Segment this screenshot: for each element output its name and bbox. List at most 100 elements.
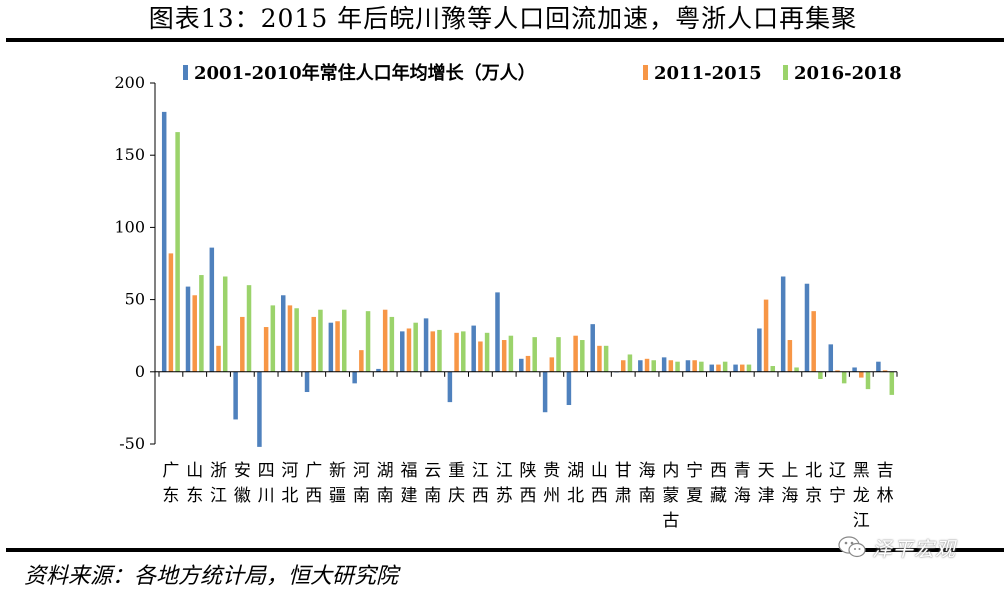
bar-s3-湖北 — [580, 340, 585, 372]
category-label: 云南 — [424, 461, 441, 506]
bar-s1-北京 — [804, 283, 810, 372]
category-label: 甘肃 — [615, 461, 632, 506]
bar-s1-新疆 — [328, 322, 334, 372]
bar-s2-河南 — [359, 350, 364, 372]
bar-s2-云南 — [430, 331, 436, 372]
watermark-text: 泽平宏观 — [872, 537, 956, 561]
bar-s3-陕西 — [532, 337, 537, 372]
bar-s3-贵州 — [556, 337, 561, 372]
bar-s2-内蒙古 — [668, 360, 674, 372]
bar-s2-陕西 — [525, 355, 531, 372]
bar-s3-江西 — [484, 332, 490, 372]
category-label: 吉林 — [877, 461, 894, 506]
bar-s2-吉林 — [882, 370, 888, 372]
bar-s2-上海 — [787, 340, 793, 372]
wechat-icon — [838, 536, 866, 558]
bar-s3-山东 — [199, 275, 204, 372]
bar-s2-江苏 — [501, 340, 507, 372]
category-label: 黑龙江 — [853, 461, 870, 531]
bar-s3-天津 — [770, 366, 776, 372]
bar-s3-北京 — [818, 371, 823, 380]
bar-s2-江西 — [478, 341, 483, 372]
chart-title: 图表13：2015 年后皖川豫等人口回流加速，粤浙人口再集聚 — [148, 4, 858, 33]
bar-s3-新疆 — [342, 309, 347, 372]
bar-s3-上海 — [794, 367, 799, 372]
bar-s3-浙江 — [222, 276, 228, 372]
category-label: 西藏 — [710, 461, 727, 506]
legend-label-2: 2011-2015 — [654, 63, 762, 84]
category-label: 宁夏 — [686, 461, 703, 506]
bar-s2-广东 — [168, 253, 174, 372]
bar-s1-四川 — [257, 371, 262, 447]
y-tick-label: 150 — [114, 145, 145, 164]
bar-s2-辽宁 — [835, 370, 840, 372]
bar-s1-西藏 — [709, 364, 714, 372]
category-label: 河北 — [281, 461, 298, 506]
bar-s1-黑龙江 — [852, 367, 857, 372]
category-label: 贵州 — [543, 461, 560, 506]
bar-s3-重庆 — [461, 331, 466, 372]
bar-s2-福建 — [406, 328, 412, 372]
bar-s3-河北 — [294, 308, 299, 372]
bar-s2-四川 — [263, 327, 269, 372]
category-label: 湖南 — [377, 461, 394, 506]
watermark: 泽平宏观 — [838, 533, 988, 561]
category-label: 辽宁 — [829, 461, 846, 506]
category-label: 湖北 — [567, 461, 584, 506]
category-label: 天津 — [758, 461, 775, 506]
y-tick-label: 100 — [114, 217, 145, 236]
bar-s1-辽宁 — [828, 344, 834, 372]
bar-s1-宁夏 — [685, 360, 691, 372]
legend-swatch-2 — [643, 65, 648, 80]
bar-s2-贵州 — [549, 357, 555, 372]
bar-s2-湖北 — [573, 335, 578, 372]
bar-s1-山东 — [185, 286, 191, 372]
bar-s3-福建 — [413, 322, 418, 372]
category-label: 四川 — [258, 461, 275, 506]
bar-s3-黑龙江 — [865, 371, 871, 390]
bars — [161, 111, 895, 447]
bar-s2-新疆 — [335, 321, 340, 372]
bar-s1-青海 — [733, 364, 738, 372]
bar-s2-山西 — [597, 345, 602, 372]
bar-s1-浙江 — [209, 247, 215, 372]
bar-s2-黑龙江 — [859, 371, 864, 378]
bottom-rule — [6, 548, 1004, 552]
bar-s3-云南 — [437, 329, 442, 372]
legend-swatch-1 — [183, 65, 188, 80]
bar-s3-辽宁 — [841, 371, 847, 384]
bar-s3-广东 — [175, 132, 180, 372]
category-label: 山东 — [186, 461, 203, 506]
bar-s2-北京 — [811, 311, 816, 372]
bar-s2-青海 — [740, 364, 745, 372]
bar-s3-广西 — [318, 309, 323, 372]
legend: 2001-2010年常住人口年均增长（万人） 2011-2015 2016-2018 — [183, 62, 902, 84]
y-tick-label: 200 — [114, 73, 145, 92]
source-note: 资料来源：各地方统计局，恒大研究院 — [24, 564, 399, 589]
bar-s1-云南 — [423, 318, 429, 372]
bar-s1-重庆 — [447, 371, 453, 403]
bar-s3-吉林 — [889, 371, 895, 395]
category-label: 广西 — [305, 461, 322, 506]
category-label: 上海 — [781, 461, 798, 506]
category-label: 福建 — [400, 461, 417, 506]
bar-s2-甘肃 — [620, 360, 626, 372]
bar-s3-海南 — [651, 360, 656, 372]
legend-label-1: 2001-2010年常住人口年均增长（万人） — [194, 62, 536, 84]
bar-s1-湖北 — [566, 371, 572, 406]
bar-s3-安徽 — [246, 285, 252, 372]
bar-s2-广西 — [311, 316, 316, 372]
bar-s1-江苏 — [495, 292, 500, 372]
bar-s2-宁夏 — [692, 360, 697, 372]
bar-s1-广东 — [161, 111, 167, 372]
category-label: 江苏 — [496, 461, 513, 506]
bar-chart: 2001-2010年常住人口年均增长（万人） 2011-2015 2016-2018… — [114, 62, 902, 531]
bar-s3-山西 — [603, 345, 609, 372]
category-label: 新疆 — [329, 461, 346, 506]
category-label: 北京 — [805, 461, 822, 506]
category-label: 陕西 — [520, 461, 537, 506]
category-label: 河南 — [353, 461, 370, 506]
bar-s2-山东 — [192, 295, 197, 372]
bar-s3-江苏 — [508, 335, 514, 372]
category-label: 广东 — [162, 461, 179, 506]
